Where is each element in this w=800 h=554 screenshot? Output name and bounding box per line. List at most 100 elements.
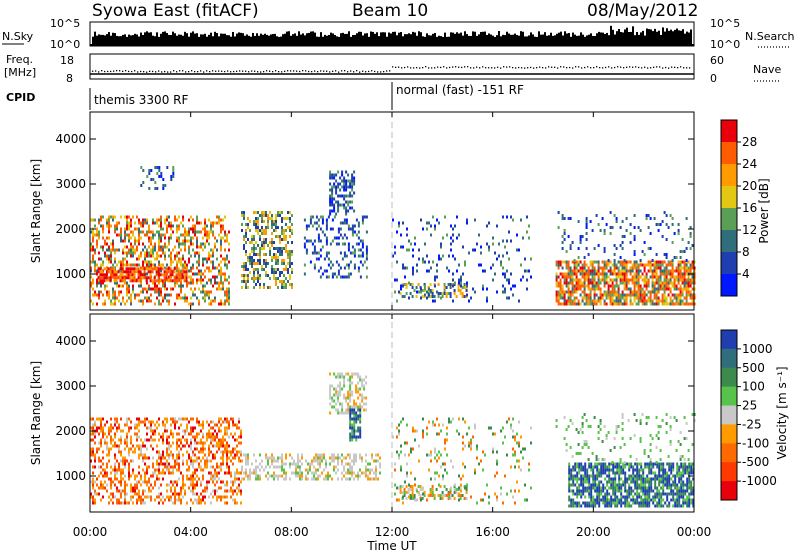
scatter-cell: [218, 218, 220, 222]
nsky-bar: [424, 36, 426, 45]
scatter-cell: [615, 217, 618, 220]
scatter-cell: [437, 292, 440, 295]
scatter-cell: [241, 477, 243, 481]
scatter-cell: [110, 260, 112, 264]
scatter-cell: [230, 486, 232, 490]
scatter-cell: [194, 251, 196, 255]
scatter-cell: [102, 281, 104, 285]
scatter-cell: [285, 474, 287, 478]
scatter-cell: [178, 450, 180, 454]
scatter-cell: [243, 471, 245, 475]
scatter-cell: [166, 293, 168, 297]
scatter-cell: [589, 293, 592, 297]
scatter-cell: [273, 456, 275, 460]
scatter-cell: [230, 459, 232, 463]
scatter-cell: [226, 495, 228, 499]
scatter-cell: [160, 245, 162, 249]
scatter-cell: [601, 266, 604, 270]
scatter-cell: [577, 302, 580, 306]
nave-point: [368, 70, 370, 73]
scatter-cell: [689, 232, 692, 235]
scatter-cell: [170, 254, 172, 258]
scatter-cell: [637, 275, 640, 279]
nave-point: [305, 70, 307, 72]
scatter-cell: [589, 260, 592, 264]
scatter-cell: [249, 256, 251, 259]
scatter-cell: [351, 375, 354, 379]
scatter-cell: [285, 229, 287, 232]
scatter-cell: [357, 224, 360, 228]
scatter-cell: [625, 260, 628, 264]
scatter-cell: [353, 254, 356, 258]
scatter-cell: [365, 266, 368, 270]
nave-point: [611, 67, 613, 69]
scatter-cell: [629, 232, 632, 235]
scatter-cell: [665, 287, 668, 291]
nsky-bar: [158, 36, 160, 45]
scatter-cell: [331, 275, 334, 279]
scatter-cell: [168, 495, 170, 499]
scatter-cell: [335, 471, 337, 475]
scatter-cell: [637, 296, 640, 300]
scatter-cell: [92, 233, 94, 237]
scatter-cell: [643, 266, 646, 270]
scatter-cell: [154, 248, 156, 252]
scatter-cell: [158, 501, 160, 505]
scatter-cell: [230, 474, 232, 478]
scatter-cell: [337, 170, 340, 174]
nave-point: [224, 70, 226, 73]
scatter-cell: [180, 260, 182, 264]
scatter-cell: [174, 281, 176, 285]
scatter-cell: [669, 299, 672, 303]
scatter-cell: [100, 465, 102, 469]
scatter-cell: [269, 474, 271, 478]
scatter-cell: [169, 276, 172, 280]
scatter-cell: [126, 221, 128, 225]
nsky-bar: [552, 35, 554, 45]
nave-point: [137, 71, 139, 73]
figure-title: Syowa East (fitACF): [92, 1, 259, 21]
scatter-cell: [355, 411, 358, 415]
scatter-cell: [677, 269, 680, 273]
scatter-cell: [657, 284, 660, 288]
scatter-cell: [210, 230, 212, 234]
scatter-cell: [571, 281, 574, 285]
scatter-cell: [476, 242, 478, 246]
scatter-cell: [148, 245, 150, 249]
scatter-cell: [579, 238, 582, 241]
scatter-cell: [230, 471, 232, 475]
scatter-cell: [297, 459, 299, 463]
scatter-cell: [331, 272, 334, 276]
scatter-cell: [152, 221, 154, 225]
scatter-cell: [275, 474, 277, 478]
scatter-cell: [649, 275, 652, 279]
scatter-cell: [261, 268, 263, 271]
scatter-cell: [186, 284, 188, 288]
scatter-cell: [351, 245, 354, 249]
scatter-cell: [151, 279, 154, 283]
nsky-bar: [338, 36, 340, 45]
scatter-cell: [619, 281, 622, 285]
scatter-cell: [589, 278, 592, 282]
scatter-cell: [516, 248, 518, 252]
scatter-cell: [168, 498, 170, 502]
scatter-cell: [140, 221, 142, 225]
scatter-cell: [180, 498, 182, 502]
scatter-cell: [305, 468, 307, 472]
scatter-cell: [102, 293, 104, 297]
scatter-cell: [351, 233, 354, 237]
scatter-cell: [667, 287, 670, 291]
scatter-cell: [321, 453, 323, 457]
scatter-cell: [557, 275, 560, 279]
scatter-cell: [657, 278, 660, 282]
scatter-cell: [277, 474, 279, 478]
scatter-cell: [355, 474, 357, 478]
scatter-cell: [118, 489, 120, 493]
scatter-cell: [317, 224, 320, 228]
scatter-cell: [421, 295, 424, 298]
scatter-cell: [156, 257, 158, 261]
scatter-cell: [92, 432, 94, 436]
scatter-cell: [200, 501, 202, 505]
scatter-cell: [617, 296, 620, 300]
scatter-cell: [351, 176, 354, 180]
